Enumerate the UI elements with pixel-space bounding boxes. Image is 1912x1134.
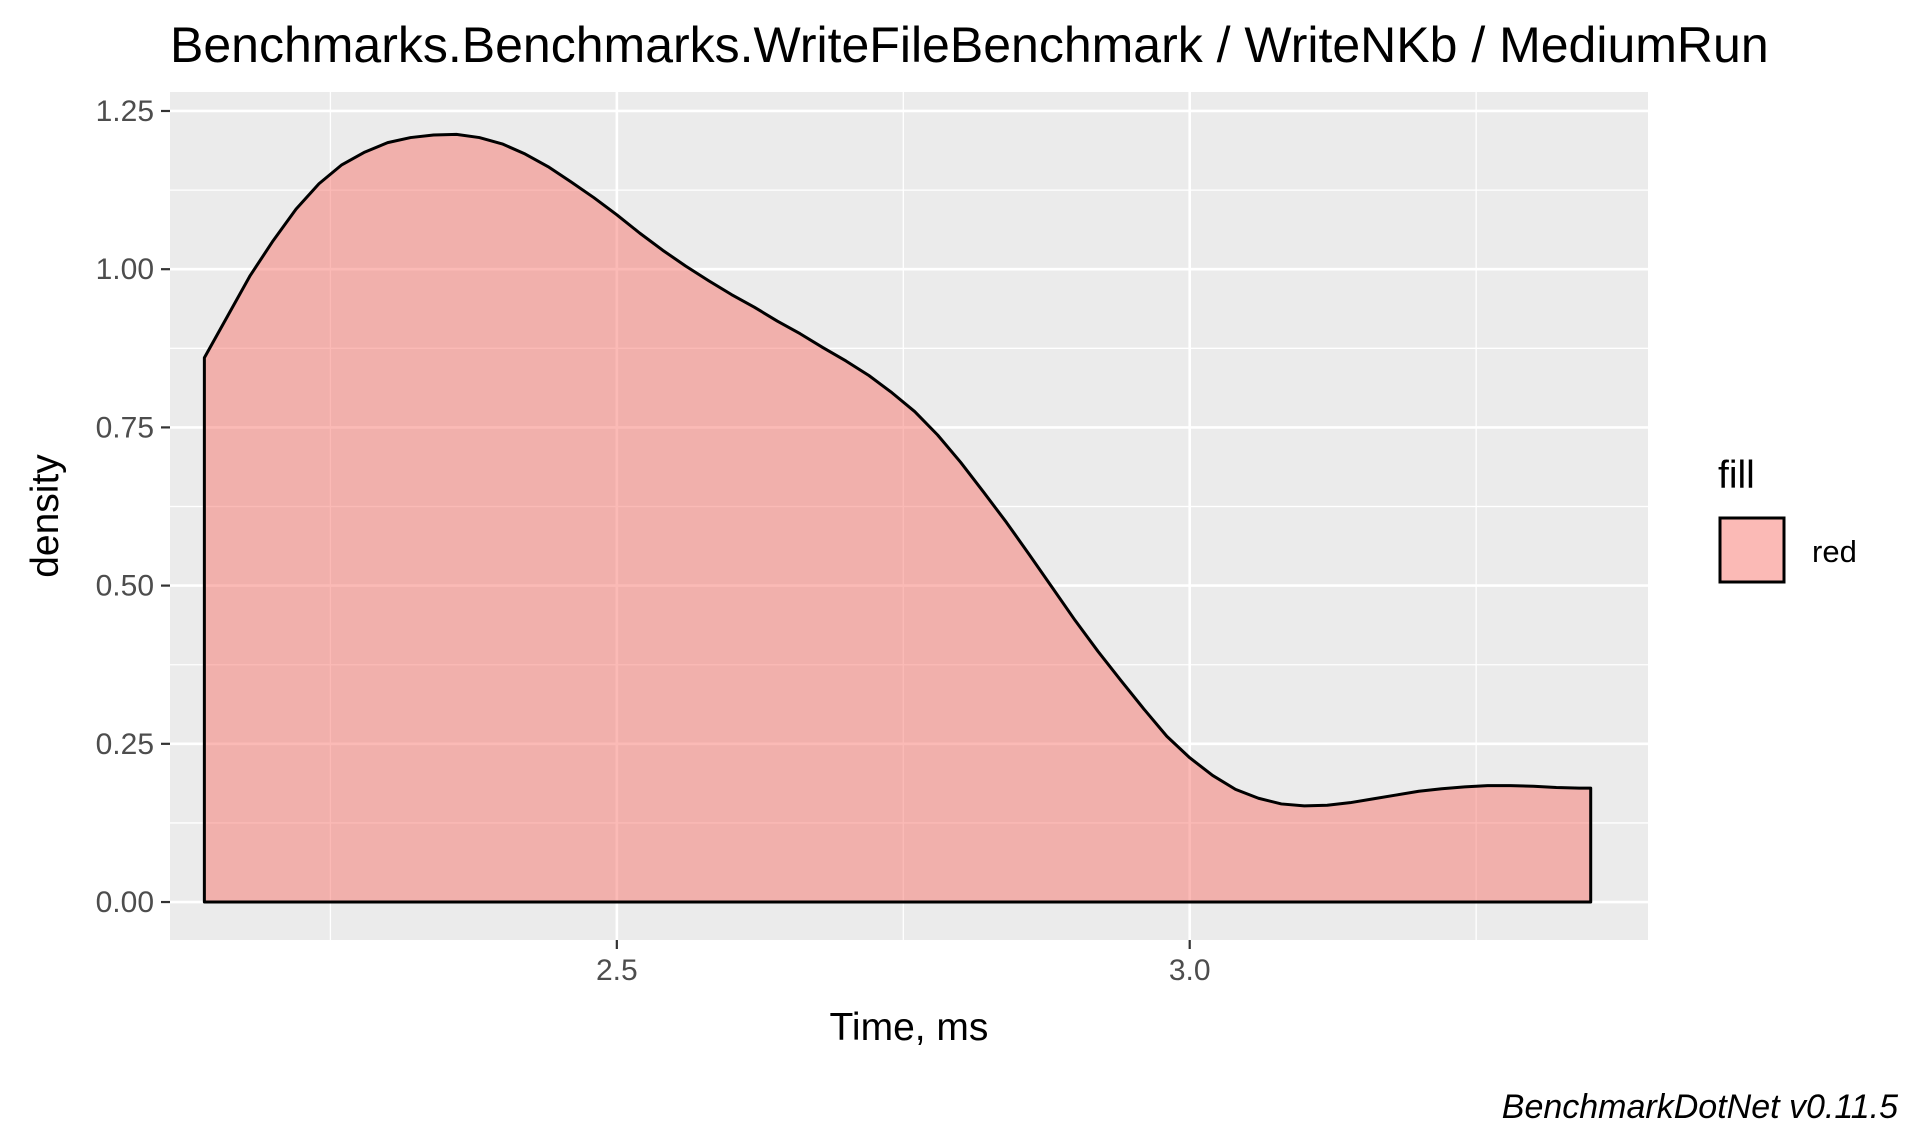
y-tick-label: 0.75: [96, 411, 154, 444]
legend-title: fill: [1718, 454, 1755, 497]
legend-key: [1718, 516, 1786, 584]
chart-title: Benchmarks.Benchmarks.WriteFileBenchmark…: [170, 17, 1769, 73]
axis-layer: 0.00 0.25 0.50 0.75 1.00 1.25 2.5 3.0: [96, 95, 1211, 987]
legend: fill red: [1718, 454, 1857, 584]
y-tick-label: 1.25: [96, 95, 154, 128]
y-axis-title: density: [24, 454, 67, 578]
chart-caption: BenchmarkDotNet v0.11.5: [1502, 1088, 1898, 1126]
x-axis-title: Time, ms: [830, 1006, 989, 1049]
legend-label-red: red: [1812, 534, 1857, 569]
y-tick-label: 0.25: [96, 728, 154, 761]
x-tick-label: 3.0: [1169, 954, 1211, 987]
density-area: [202, 132, 1593, 904]
y-tick-label: 1.00: [96, 253, 154, 286]
y-tick-label: 0.50: [96, 570, 154, 603]
y-tick-label: 0.00: [96, 886, 154, 919]
x-tick-label: 2.5: [596, 954, 638, 987]
